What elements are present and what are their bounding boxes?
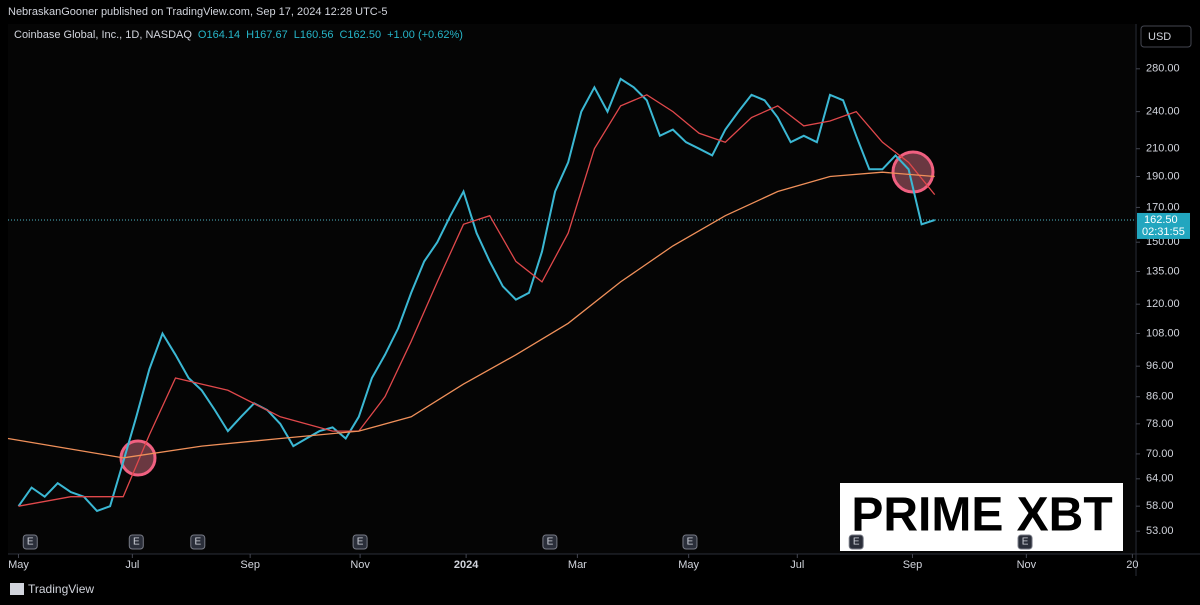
y-tick-label: 58.00 — [1146, 500, 1174, 512]
event-label: E — [27, 537, 34, 548]
event-label: E — [194, 537, 201, 548]
y-tick-label: 170.00 — [1146, 201, 1180, 213]
y-tick-label: 240.00 — [1146, 106, 1180, 118]
x-tick-label: Mar — [568, 559, 587, 571]
y-tick-label: 53.00 — [1146, 525, 1174, 537]
legend-item: L160.56 — [294, 29, 334, 41]
y-tick-label: 70.00 — [1146, 448, 1174, 460]
y-tick-label: 96.00 — [1146, 360, 1174, 372]
footer: TradingView — [28, 582, 94, 596]
x-tick-label: Nov — [1017, 559, 1037, 571]
event-label: E — [357, 537, 364, 548]
price-line — [17, 77, 936, 513]
event-label: E — [687, 537, 694, 548]
event-label: E — [853, 537, 860, 548]
price-line — [7, 171, 935, 459]
x-tick-label: May — [678, 559, 699, 571]
legend-item: O164.14 — [198, 29, 240, 41]
watermark: PRIME XBT — [851, 489, 1112, 542]
legend-symbol: Coinbase Global, Inc., 1D, NASDAQ — [14, 29, 192, 41]
event-marker — [542, 534, 558, 550]
x-tick-label: May — [8, 559, 29, 571]
watermark-box — [840, 483, 1123, 551]
currency[interactable]: USD — [1148, 31, 1171, 43]
event-marker — [848, 534, 864, 550]
last-price-label: 162.50 — [1144, 214, 1178, 226]
event-label: E — [547, 537, 554, 548]
y-tick-label: 210.00 — [1146, 143, 1180, 155]
y-tick-label: 64.00 — [1146, 473, 1174, 485]
y-tick-label: 86.00 — [1146, 391, 1174, 403]
x-tick-label: 2024 — [454, 559, 479, 571]
event-label: E — [133, 537, 140, 548]
x-tick-label: Jul — [125, 559, 139, 571]
event-marker — [128, 534, 144, 550]
countdown: 02:31:55 — [1142, 226, 1185, 238]
event-label: E — [1022, 537, 1029, 548]
y-tick-label: 190.00 — [1146, 170, 1180, 182]
x-tick-label: Nov — [350, 559, 370, 571]
price-label-box — [1137, 212, 1190, 239]
publisher: NebraskanGooner published on TradingView… — [8, 6, 388, 18]
currency-box[interactable] — [1140, 25, 1192, 48]
legend-item: H167.67 — [246, 29, 288, 41]
y-tick-label: 150.00 — [1146, 236, 1180, 248]
y-tick-label: 78.00 — [1146, 418, 1174, 430]
y-tick-label: 108.00 — [1146, 327, 1180, 339]
x-tick-label: 20 — [1126, 559, 1138, 571]
y-tick-label: 120.00 — [1146, 298, 1180, 310]
price-line — [18, 94, 936, 507]
legend-item: C162.50 — [339, 29, 381, 41]
pane — [8, 24, 1135, 554]
event-marker — [190, 534, 206, 550]
x-tick-label: Jul — [790, 559, 804, 571]
event-marker — [682, 534, 698, 550]
y-tick-label: 280.00 — [1146, 63, 1180, 75]
event-marker — [22, 534, 38, 550]
legend-item: +1.00 (+0.62%) — [387, 29, 463, 41]
legend: Coinbase Global, Inc., 1D, NASDAQ O164.14… — [14, 29, 463, 41]
event-marker — [1017, 534, 1033, 550]
x-tick-label: Sep — [240, 559, 260, 571]
footer-logo — [10, 583, 24, 595]
event-marker — [352, 534, 368, 550]
y-tick-label: 135.00 — [1146, 265, 1180, 277]
x-tick-label: Sep — [903, 559, 923, 571]
